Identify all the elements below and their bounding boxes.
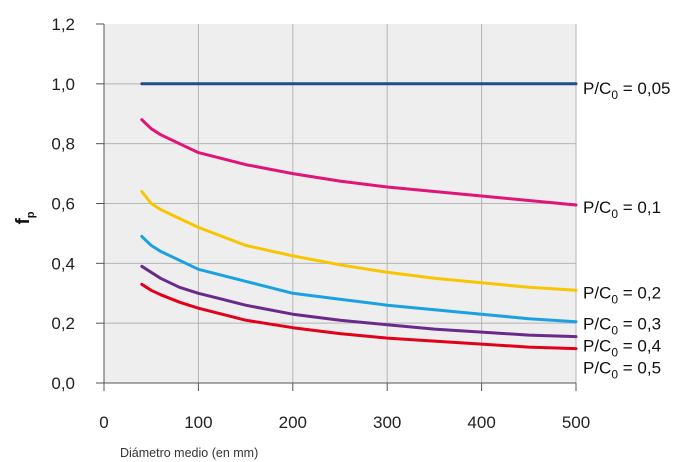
y-tick-label: 0,6 (51, 195, 75, 214)
x-tick-label: 200 (279, 413, 307, 432)
x-tick-label: 400 (467, 413, 495, 432)
series-label: P/C0 = 0,3 (583, 315, 661, 338)
x-tick-label: 300 (373, 413, 401, 432)
y-tick-label: 0,0 (51, 374, 75, 393)
y-axis-label-main: f (13, 218, 34, 225)
series-label: P/C0 = 0,05 (583, 79, 671, 102)
x-axis-label: Diámetro medio (en mm) (120, 446, 258, 460)
series-layer (140, 82, 578, 351)
series-line (140, 264, 578, 339)
y-axis-label: fp (13, 211, 37, 224)
series-line (140, 190, 578, 292)
y-tick-label: 0,8 (51, 135, 75, 154)
x-tick-label: 0 (99, 413, 108, 432)
series-label: P/C0 = 0,2 (583, 283, 661, 306)
y-tick-label: 0,4 (51, 254, 75, 273)
y-tick-label: 0,2 (51, 314, 75, 333)
series-label: P/C0 = 0,5 (583, 359, 661, 382)
y-tick-label: 1,0 (51, 75, 75, 94)
x-tick-label: 500 (562, 413, 590, 432)
x-tick-label: 100 (184, 413, 212, 432)
series-labels: P/C0 = 0,05 P/C0 = 0,1 P/C0 = 0,2 P/C0 = 0,… (583, 79, 671, 382)
y-tick-label: 1,2 (51, 15, 75, 34)
series-line (140, 234, 578, 324)
y-axis-label-sub: p (25, 211, 37, 218)
series-line (140, 118, 578, 207)
ticks: 0,0 0,2 0,4 0,6 0,8 1,0 1,2 0 100 200 300 400 500 (51, 15, 590, 432)
series-label: P/C0 = 0,1 (583, 198, 661, 221)
series-label: P/C0 = 0,4 (583, 337, 661, 360)
series-line (140, 282, 578, 351)
